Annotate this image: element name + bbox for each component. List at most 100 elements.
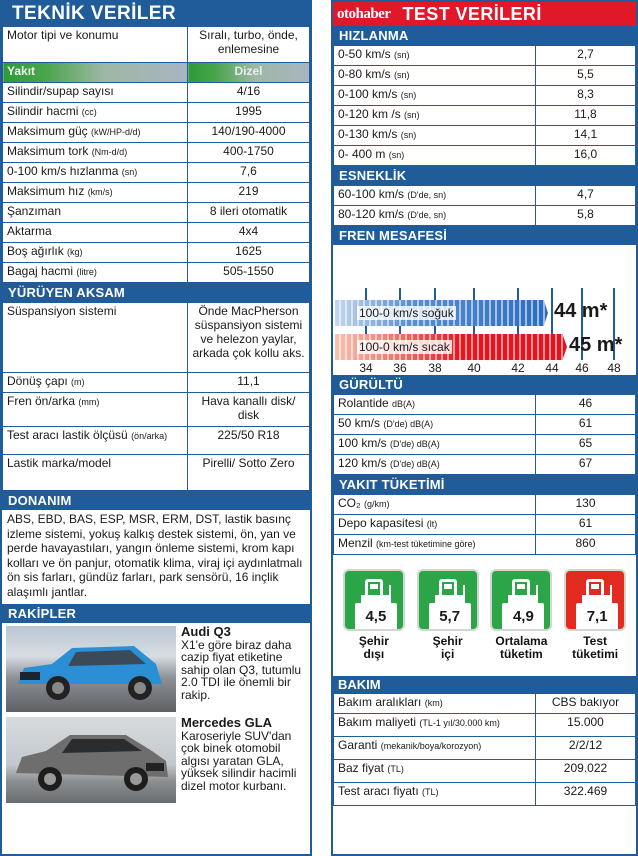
suv-car-icon bbox=[16, 735, 168, 791]
row-unit: (sn) bbox=[400, 130, 417, 140]
row-label: Depo kapasitesi bbox=[338, 516, 424, 530]
noise-section-title: GÜRÜLTÜ bbox=[333, 375, 636, 394]
row-value: 225/50 R18 bbox=[187, 426, 310, 455]
table-row: Aktarma 4x4 bbox=[2, 222, 310, 243]
row-unit: (kg) bbox=[67, 247, 83, 257]
table-row: Depo kapasitesi (lt) 61 bbox=[333, 514, 636, 535]
fuel-icon-item: 4,9 Ortalama tüketim bbox=[486, 569, 556, 674]
table-row: Test aracı lastik ölçüsü (ön/arka) 225/5… bbox=[2, 426, 310, 455]
row-unit: (D'de, sn) bbox=[407, 210, 447, 220]
table-row: 100 km/s (D'de) dB(A) 65 bbox=[333, 434, 636, 455]
x-tick: 42 bbox=[511, 361, 525, 375]
test-data-title: TEST VERİLERİ bbox=[402, 4, 542, 24]
table-row: 0-100 km/s hızlanma (sn) 7,6 bbox=[2, 162, 310, 183]
row-unit: (km-test tüketimine göre) bbox=[376, 539, 476, 549]
row-value: Hava kanallı disk/ disk bbox=[187, 392, 310, 427]
row-label: Silindir hacmi bbox=[7, 104, 79, 118]
row-unit: (D'de, sn) bbox=[407, 190, 447, 200]
fuel-caption: Test bbox=[583, 634, 608, 648]
table-row: 0-100 km/s (sn) 8,3 bbox=[333, 85, 636, 106]
fuel-pump-icon: 4,5 bbox=[342, 569, 405, 631]
row-label: 0-130 km/s bbox=[338, 127, 398, 141]
technical-data-title: TEKNİK VERİLER bbox=[2, 2, 310, 26]
row-label: 0-80 km/s bbox=[338, 67, 391, 81]
row-value: 11,1 bbox=[187, 372, 310, 393]
hot-brake-value: 45 m* bbox=[569, 334, 623, 356]
row-label: 50 km/s bbox=[338, 416, 381, 430]
rivals-section-title: RAKİPLER bbox=[2, 604, 310, 623]
fuel-value: 7,1 bbox=[576, 595, 619, 629]
rival-name: Audi Q3 bbox=[181, 624, 231, 639]
row-value: 8,3 bbox=[535, 85, 636, 106]
row-value: 2/2/12 bbox=[535, 736, 636, 760]
row-label: Motor tipi ve konumu bbox=[7, 28, 119, 42]
rival-car-photo bbox=[6, 717, 176, 803]
row-value: 4,7 bbox=[535, 185, 636, 206]
table-row: 0-80 km/s (sn) 5,5 bbox=[333, 65, 636, 86]
row-label: Silindir/supap sayısı bbox=[7, 84, 114, 98]
row-value: Sıralı, turbo, önde, enlemesine bbox=[187, 26, 310, 63]
table-row: Maksimum hız (km/s) 219 bbox=[2, 182, 310, 203]
row-unit: (cc) bbox=[81, 107, 97, 117]
table-row: Test aracı fiyatı (TL) 322.469 bbox=[333, 782, 636, 806]
table-row: 80-120 km/s (D'de, sn) 5,8 bbox=[333, 205, 636, 226]
chassis-table: Süspansiyon sistemi Önde MacPherson süsp… bbox=[2, 302, 310, 491]
row-value: Dizel bbox=[187, 62, 310, 83]
table-row: Maksimum tork (Nm-d/d) 400-1750 bbox=[2, 142, 310, 163]
row-label: Aktarma bbox=[7, 224, 52, 238]
row-unit: (ön/arka) bbox=[131, 431, 168, 441]
row-label: 60-100 km/s bbox=[338, 187, 405, 201]
rival-item: Audi Q3 X1'e göre biraz daha cazip fiyat… bbox=[2, 623, 310, 714]
x-tick: 44 bbox=[545, 361, 559, 375]
row-value: Pirelli/ Sotto Zero bbox=[187, 454, 310, 491]
row-unit: (TL) bbox=[387, 764, 404, 774]
rival-name: Mercedes GLA bbox=[181, 715, 273, 730]
gridline bbox=[551, 288, 553, 360]
flexibility-table: 60-100 km/s (D'de, sn) 4,7 80-120 km/s (D… bbox=[333, 185, 636, 226]
row-value: 400-1750 bbox=[187, 142, 310, 163]
row-label: Garanti bbox=[338, 738, 378, 752]
row-label: Baz fiyat bbox=[338, 761, 385, 775]
row-label: Dönüş çapı bbox=[7, 374, 68, 388]
x-tick: 48 bbox=[607, 361, 621, 375]
fuel-pump-icon: 4,9 bbox=[490, 569, 553, 631]
row-label: 0-120 km /s bbox=[338, 107, 401, 121]
rival-item: Mercedes GLA Karoseriyle SUV'dan çok bin… bbox=[2, 714, 310, 805]
cold-brake-value: 44 m* bbox=[554, 300, 608, 322]
braking-distance-chart: 100-0 km/s soğuk 44 m* 100-0 km/s sıcak … bbox=[333, 245, 636, 375]
table-row: 120 km/s (D'de) dB(A) 67 bbox=[333, 454, 636, 475]
table-row: Şanzıman 8 ileri otomatik bbox=[2, 202, 310, 223]
acceleration-table: 0-50 km/s (sn) 2,7 0-80 km/s (sn) 5,5 0-10… bbox=[333, 45, 636, 166]
row-unit: (sn) bbox=[404, 110, 420, 120]
fuel-caption: tüketim bbox=[500, 647, 543, 661]
row-label: Bagaj hacmi bbox=[7, 264, 74, 278]
table-row: Motor tipi ve konumu Sıralı, turbo, önde… bbox=[2, 26, 310, 63]
braking-section-title: FREN MESAFESİ bbox=[333, 226, 636, 245]
row-unit: dB(A) bbox=[392, 399, 416, 409]
table-row: Rolantide dB(A) 46 bbox=[333, 394, 636, 415]
table-row: Bakım aralıkları (km) CBS bakıyor bbox=[333, 693, 636, 714]
row-label: Test aracı lastik ölçüsü bbox=[7, 428, 128, 442]
row-value: 65 bbox=[535, 434, 636, 455]
row-value: 61 bbox=[535, 514, 636, 535]
row-unit: (sn) bbox=[400, 90, 417, 100]
row-unit: (lt) bbox=[426, 519, 438, 529]
row-value: 5,8 bbox=[535, 205, 636, 226]
x-tick: 36 bbox=[393, 361, 407, 375]
row-label: 0-100 km/s bbox=[338, 87, 398, 101]
row-unit: (sn) bbox=[121, 167, 138, 177]
row-value: 1995 bbox=[187, 102, 310, 123]
fuel-value: 4,5 bbox=[354, 595, 397, 629]
row-unit: (litre) bbox=[76, 267, 97, 277]
row-label: Lastik marka/model bbox=[7, 456, 112, 470]
fuel-icon-item: 7,1 Test tüketimi bbox=[560, 569, 630, 674]
row-value: 67 bbox=[535, 454, 636, 475]
row-value: 4/16 bbox=[187, 82, 310, 103]
row-value: 505-1550 bbox=[187, 262, 310, 283]
row-unit: (sn) bbox=[388, 150, 405, 160]
row-value: 61 bbox=[535, 414, 636, 435]
row-value: 2,7 bbox=[535, 45, 636, 66]
table-row: Lastik marka/model Pirelli/ Sotto Zero bbox=[2, 454, 310, 491]
row-value: Önde MacPherson süspansiyon sistemi ve h… bbox=[187, 302, 310, 373]
row-unit: (m) bbox=[71, 377, 85, 387]
